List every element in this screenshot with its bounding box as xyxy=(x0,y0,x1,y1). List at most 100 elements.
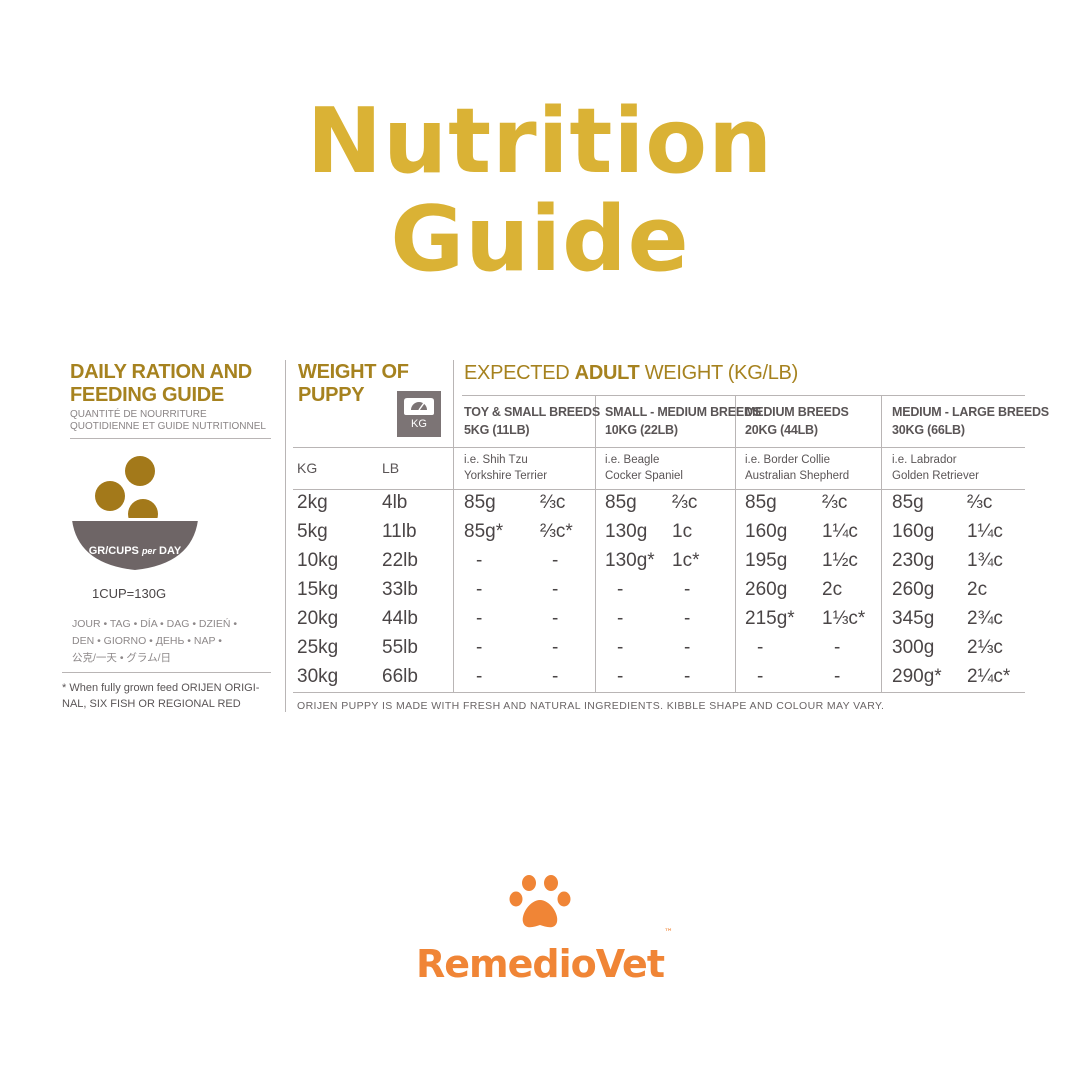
puppy-weight-lb: 4lb xyxy=(382,492,408,513)
ration-cups: 2⅓c xyxy=(967,637,1003,658)
ration-grams: 85g xyxy=(892,492,924,513)
day-translations-3: 公克/一天 • グラム/日 xyxy=(72,652,172,664)
ration-cups: 1½c xyxy=(822,550,858,571)
svg-text:GR/CUPS per DAY: GR/CUPS per DAY xyxy=(89,545,182,557)
ration-grams: 130g xyxy=(605,521,648,542)
ration-grams: - xyxy=(617,666,624,687)
divider xyxy=(285,360,286,712)
ration-cups: 2c xyxy=(967,579,988,600)
puppy-weight-kg: 5kg xyxy=(297,521,328,542)
feeding-guide-subtitle-1: QUANTITÉ DE NOURRITURE xyxy=(70,409,207,420)
ration-grams: 160g xyxy=(745,521,788,542)
ration-grams: 85g xyxy=(605,492,637,513)
puppy-weight-title-2: PUPPY xyxy=(298,384,365,406)
feeding-guide-title-1: DAILY RATION AND xyxy=(70,361,252,383)
ration-grams: - xyxy=(476,637,483,658)
breed-group-name: SMALL - MEDIUM BREEDS xyxy=(605,405,761,419)
puppy-weight-kg: 10kg xyxy=(297,550,339,571)
breed-group-name: MEDIUM - LARGE BREEDS xyxy=(892,405,1049,419)
divider xyxy=(293,692,1025,693)
ration-grams: - xyxy=(757,666,764,687)
ration-cups: ⅔c xyxy=(672,492,698,513)
ration-cups: 2¾c xyxy=(967,608,1003,629)
puppy-weight-kg: 15kg xyxy=(297,579,339,600)
breed-group-weight: 10KG (22LB) xyxy=(605,423,678,437)
puppy-weight-lb: 11lb xyxy=(382,521,417,542)
divider xyxy=(881,396,882,692)
page-title-line-1: Nutrition xyxy=(306,89,774,194)
ration-grams: 260g xyxy=(892,579,935,600)
kg-header: KG xyxy=(297,460,318,476)
ration-cups: ⅔c xyxy=(967,492,993,513)
breed-example: Yorkshire Terrier xyxy=(464,470,548,482)
ration-grams: 260g xyxy=(745,579,788,600)
ration-cups: - xyxy=(552,637,559,658)
ration-grams: 290g* xyxy=(892,666,942,687)
ration-grams: - xyxy=(476,666,483,687)
adult-weight-header: EXPECTED ADULT WEIGHT (KG/LB) xyxy=(464,362,798,385)
lb-header: LB xyxy=(382,460,400,476)
breed-example: Australian Shepherd xyxy=(745,470,850,482)
ration-cups: - xyxy=(552,666,559,687)
puppy-weight-kg: 2kg xyxy=(297,492,328,513)
ration-cups: - xyxy=(552,608,559,629)
puppy-weight-kg: 25kg xyxy=(297,637,339,658)
puppy-weight-title-1: WEIGHT OF xyxy=(298,361,409,383)
breed-example: i.e. Beagle xyxy=(605,454,660,466)
ration-grams: 300g xyxy=(892,637,935,658)
divider xyxy=(293,447,1025,448)
divider xyxy=(70,438,271,439)
adult-weight-header-pre: EXPECTED xyxy=(464,362,575,384)
feeding-guide-title-2: FEEDING GUIDE xyxy=(70,384,224,406)
ration-cups: 1c* xyxy=(672,550,700,571)
ration-grams: 195g xyxy=(745,550,788,571)
ration-cups: - xyxy=(684,579,691,600)
ration-grams: 85g* xyxy=(464,521,504,542)
breed-group-weight: 20KG (44LB) xyxy=(745,423,818,437)
puppy-weight-lb: 55lb xyxy=(382,637,418,658)
ration-grams: 85g xyxy=(745,492,777,513)
ration-cups: - xyxy=(684,666,691,687)
ration-cups: - xyxy=(552,550,559,571)
ration-grams: - xyxy=(617,637,624,658)
ration-cups: 1⅓c* xyxy=(822,608,866,629)
ration-grams: - xyxy=(476,608,483,629)
puppy-weight-lb: 33lb xyxy=(382,579,418,600)
ration-cups: - xyxy=(834,637,841,658)
ration-cups: 1¼c xyxy=(967,521,1003,542)
ration-grams: - xyxy=(617,608,624,629)
adult-feeding-note-1: * When fully grown feed ORIJEN ORIGI- xyxy=(62,682,260,694)
breed-group-weight: 30KG (66LB) xyxy=(892,423,965,437)
breed-example: i.e. Border Collie xyxy=(745,454,831,466)
page-title-line-2: Guide xyxy=(390,187,690,292)
breed-example: i.e. Shih Tzu xyxy=(464,454,528,466)
cup-conversion: 1CUP=130G xyxy=(92,586,167,601)
divider xyxy=(735,396,736,692)
puppy-weight-kg: 20kg xyxy=(297,608,339,629)
ration-grams: 130g* xyxy=(605,550,655,571)
breed-group-name: TOY & SMALL BREEDS xyxy=(464,405,601,419)
divider xyxy=(293,489,1025,490)
puppy-weight-kg: 30kg xyxy=(297,666,339,687)
ration-cups: - xyxy=(552,579,559,600)
day-translations-2: DEN • GIORNO • ДЕНЬ • NAP • xyxy=(72,635,222,647)
table-footer-note: ORIJEN PUPPY IS MADE WITH FRESH AND NATU… xyxy=(297,700,885,712)
ration-grams: - xyxy=(476,579,483,600)
day-translations-1: JOUR • TAG • DÍA • DAG • DZIEŃ • xyxy=(72,618,238,630)
bowl-with-kibble-icon: GR/CUPS per DAY xyxy=(72,456,198,570)
ration-grams: 160g xyxy=(892,521,935,542)
ration-cups: ⅔c xyxy=(540,492,566,513)
ration-cups: 1¼c xyxy=(822,521,858,542)
adult-feeding-note-2: NAL, SIX FISH OR REGIONAL RED xyxy=(62,698,241,710)
ration-cups: 1¾c xyxy=(967,550,1003,571)
puppy-weight-lb: 66lb xyxy=(382,666,418,687)
ration-cups: - xyxy=(684,608,691,629)
ration-cups: 2c xyxy=(822,579,843,600)
divider xyxy=(62,672,271,673)
divider xyxy=(595,396,596,692)
scale-icon: KG xyxy=(397,391,441,437)
ration-grams: - xyxy=(757,637,764,658)
breed-example: i.e. Labrador xyxy=(892,454,957,466)
puppy-weight-lb: 22lb xyxy=(382,550,418,571)
ration-cups: 1c xyxy=(672,521,693,542)
